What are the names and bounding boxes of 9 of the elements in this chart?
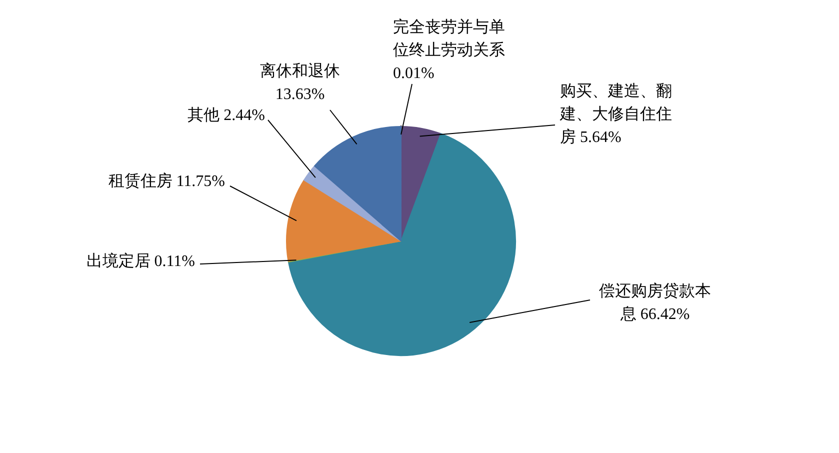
data-label: 13.63% [275,86,325,104]
slice-label: 购买、建造、翻建、大修自住住房 5.64% [559,82,672,146]
slice-label: 偿还购房贷款本息 66.42% [599,282,711,324]
slice-label: 出境定居 0.11% [86,252,195,270]
slice-label: 完全丧劳并与单位终止劳动关系 [393,18,505,60]
slice-label: 租赁住房 11.75% [108,172,225,190]
slice-label: 离休和退休 [260,62,340,80]
slice-label: 其他 2.44% [188,106,265,124]
data-label: 0.01% [393,65,434,82]
